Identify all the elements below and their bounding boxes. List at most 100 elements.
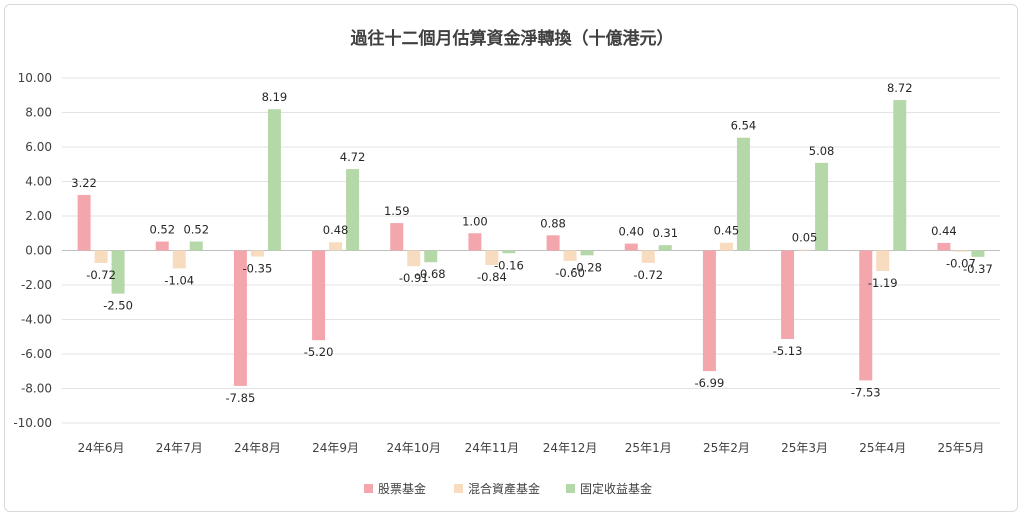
bar xyxy=(624,243,638,251)
data-label: 1.59 xyxy=(384,204,410,218)
bar xyxy=(954,250,968,252)
bar xyxy=(233,250,247,386)
x-tick-label: 24年10月 xyxy=(386,441,441,455)
gridlines xyxy=(62,77,1000,424)
data-label: -0.16 xyxy=(494,258,524,272)
y-tick-label: 10.00 xyxy=(18,71,52,85)
y-tick-label: -10.00 xyxy=(13,416,52,430)
data-label: -0.84 xyxy=(477,270,507,284)
bar xyxy=(641,250,655,263)
bar xyxy=(189,241,203,251)
x-tick-label: 24年7月 xyxy=(156,441,203,455)
data-label: 0.52 xyxy=(149,223,175,237)
data-label: -7.53 xyxy=(851,385,881,399)
data-label: -0.68 xyxy=(416,267,446,281)
chart-title: 過往十二個月估算資金淨轉換（十億港元） xyxy=(351,28,674,49)
data-label: -0.37 xyxy=(963,262,993,276)
bar xyxy=(580,250,594,256)
bar xyxy=(407,250,421,267)
data-labels: 3.22 -0.72 -2.50 0.52 -1.04 0.52 -7.85 -0.35 8.1… xyxy=(71,81,993,405)
legend-swatch xyxy=(454,484,463,493)
bars xyxy=(77,100,985,386)
legend-label: 固定收益基金 xyxy=(580,481,652,496)
y-tick-label: -4.00 xyxy=(21,313,52,327)
data-label: 1.00 xyxy=(462,214,488,228)
legend-label: 股票基金 xyxy=(378,481,426,496)
legend: 股票基金 混合資產基金 固定收益基金 xyxy=(364,481,652,496)
bar xyxy=(424,250,438,263)
bar xyxy=(502,250,516,254)
data-label: -2.50 xyxy=(103,299,133,313)
bar xyxy=(111,250,125,294)
data-label: 5.08 xyxy=(809,144,835,158)
x-axis: 24年6月 24年7月 24年8月 24年9月 24年10月 24年11月 24年12月 25… xyxy=(78,441,985,455)
data-label: 0.44 xyxy=(931,224,957,238)
bar xyxy=(468,233,482,251)
bar xyxy=(893,100,907,251)
y-tick-label: 8.00 xyxy=(25,106,52,120)
data-label: -0.35 xyxy=(243,262,273,276)
bar xyxy=(876,250,890,272)
bar xyxy=(390,223,404,251)
x-tick-label: 25年1月 xyxy=(625,441,672,455)
x-tick-label: 24年11月 xyxy=(465,441,520,455)
data-label: 6.54 xyxy=(731,119,757,133)
data-label: -0.72 xyxy=(633,268,663,282)
y-tick-label: -2.00 xyxy=(21,278,52,292)
data-label: -0.07 xyxy=(946,257,976,271)
data-label: -0.72 xyxy=(86,268,116,282)
data-label: -1.19 xyxy=(868,276,898,290)
bar xyxy=(937,242,951,251)
data-label: 0.05 xyxy=(792,231,818,245)
bar xyxy=(77,194,91,251)
data-label: -1.04 xyxy=(164,273,194,287)
bar xyxy=(798,249,812,251)
data-label: 0.52 xyxy=(183,223,209,237)
bar xyxy=(329,242,343,251)
bar xyxy=(172,250,186,269)
bar xyxy=(658,245,672,251)
x-tick-label: 25年4月 xyxy=(859,441,906,455)
data-label: -6.99 xyxy=(695,376,725,390)
bar xyxy=(546,235,560,251)
bar xyxy=(155,241,169,251)
x-tick-label: 24年12月 xyxy=(543,441,598,455)
bar xyxy=(736,137,750,251)
y-tick-label: -8.00 xyxy=(21,382,52,396)
bar xyxy=(250,250,264,257)
bar xyxy=(702,250,716,372)
bar xyxy=(719,242,733,251)
data-label: 0.31 xyxy=(652,226,678,240)
bar xyxy=(781,250,795,339)
data-label: 8.19 xyxy=(262,90,288,104)
data-label: -7.85 xyxy=(226,391,256,405)
data-label: 8.72 xyxy=(887,81,913,95)
y-tick-label: 2.00 xyxy=(25,209,52,223)
data-label: 4.72 xyxy=(340,150,366,164)
data-label: 0.40 xyxy=(618,225,644,239)
y-tick-label: 6.00 xyxy=(25,140,52,154)
y-tick-label: 0.00 xyxy=(25,244,52,258)
legend-label: 混合資產基金 xyxy=(468,481,540,496)
x-tick-label: 25年3月 xyxy=(781,441,828,455)
data-label: 0.45 xyxy=(714,224,740,238)
x-tick-label: 24年9月 xyxy=(312,441,359,455)
data-label: -5.13 xyxy=(773,344,803,358)
y-tick-label: -6.00 xyxy=(21,347,52,361)
data-label: -5.20 xyxy=(304,345,334,359)
bar xyxy=(485,250,499,265)
x-tick-label: 25年2月 xyxy=(703,441,750,455)
bar xyxy=(267,109,281,251)
data-label: -0.91 xyxy=(399,271,429,285)
data-label: 0.48 xyxy=(323,223,349,237)
data-label: 0.88 xyxy=(540,216,566,230)
x-tick-label: 25年5月 xyxy=(937,441,984,455)
bar xyxy=(815,162,829,251)
data-label: 3.22 xyxy=(71,176,97,190)
data-label: -0.60 xyxy=(555,266,585,280)
data-label: -0.28 xyxy=(572,260,602,274)
bar xyxy=(94,250,108,263)
x-tick-label: 24年8月 xyxy=(234,441,281,455)
legend-swatch xyxy=(364,484,373,493)
